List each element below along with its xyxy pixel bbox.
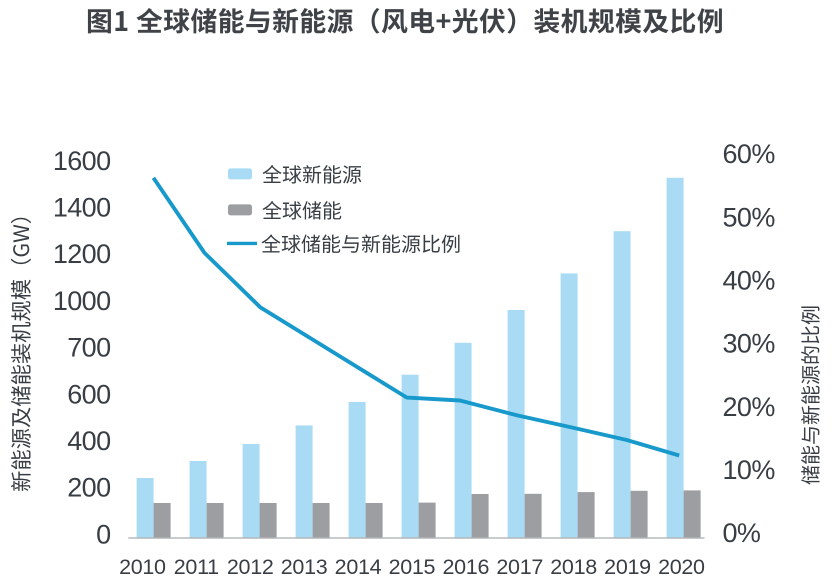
svg-text:2015: 2015 (389, 555, 436, 579)
svg-text:1400: 1400 (53, 193, 111, 223)
svg-text:10%: 10% (723, 455, 776, 485)
svg-text:30%: 30% (723, 329, 776, 359)
svg-text:2020: 2020 (658, 555, 705, 579)
svg-text:1600: 1600 (53, 146, 111, 176)
svg-text:2012: 2012 (227, 555, 274, 579)
svg-text:200: 200 (67, 473, 110, 503)
svg-text:20%: 20% (723, 392, 776, 422)
svg-text:1000: 1000 (53, 286, 111, 316)
svg-text:700: 700 (67, 333, 110, 363)
svg-text:600: 600 (67, 379, 110, 409)
svg-text:2010: 2010 (119, 555, 166, 579)
svg-text:2017: 2017 (496, 555, 543, 579)
svg-text:2018: 2018 (550, 555, 597, 579)
svg-text:0: 0 (96, 519, 110, 549)
svg-text:40%: 40% (723, 266, 776, 296)
svg-text:2019: 2019 (604, 555, 651, 579)
svg-text:400: 400 (67, 426, 110, 456)
svg-text:2013: 2013 (281, 555, 328, 579)
svg-text:2016: 2016 (442, 555, 489, 579)
svg-text:0%: 0% (723, 518, 761, 548)
svg-text:50%: 50% (723, 202, 776, 232)
svg-text:2014: 2014 (335, 555, 382, 579)
svg-text:2011: 2011 (174, 555, 219, 579)
svg-text:1200: 1200 (53, 239, 111, 269)
svg-text:60%: 60% (723, 139, 776, 169)
